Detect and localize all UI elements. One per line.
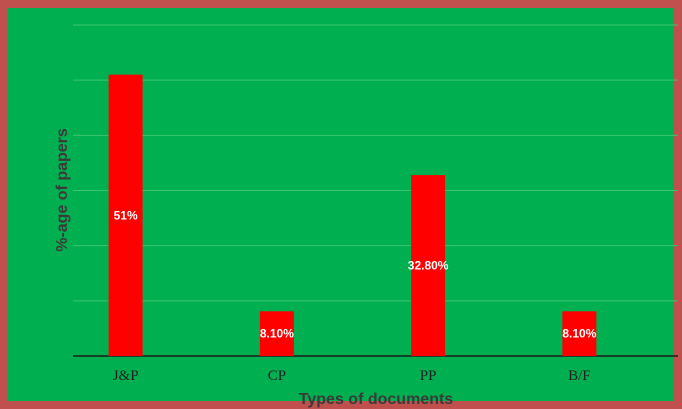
x-tick-label-1: CP	[268, 368, 286, 384]
bar-1	[259, 311, 294, 356]
x-tick-label-2: PP	[420, 368, 437, 384]
bars	[108, 74, 597, 357]
data-label-0: 51%	[114, 208, 138, 222]
x-axis-title: Types of documents	[299, 391, 453, 408]
x-tick-label-0: J&P	[113, 368, 139, 384]
bar-3	[562, 311, 597, 356]
data-label-3: 8.10%	[562, 327, 596, 341]
x-tick-label-3: B/F	[568, 368, 591, 384]
data-labels: 51% 8.10% 32.80% 8.10%	[114, 208, 597, 340]
y-axis-title: %-age of papers	[54, 128, 71, 252]
data-label-2: 32.80%	[408, 259, 449, 273]
x-tick-labels: J&P CP PP B/F	[113, 368, 591, 384]
bar-2	[411, 175, 446, 356]
data-label-1: 8.10%	[260, 327, 294, 341]
bar-0	[108, 74, 143, 357]
gridlines	[73, 24, 678, 302]
